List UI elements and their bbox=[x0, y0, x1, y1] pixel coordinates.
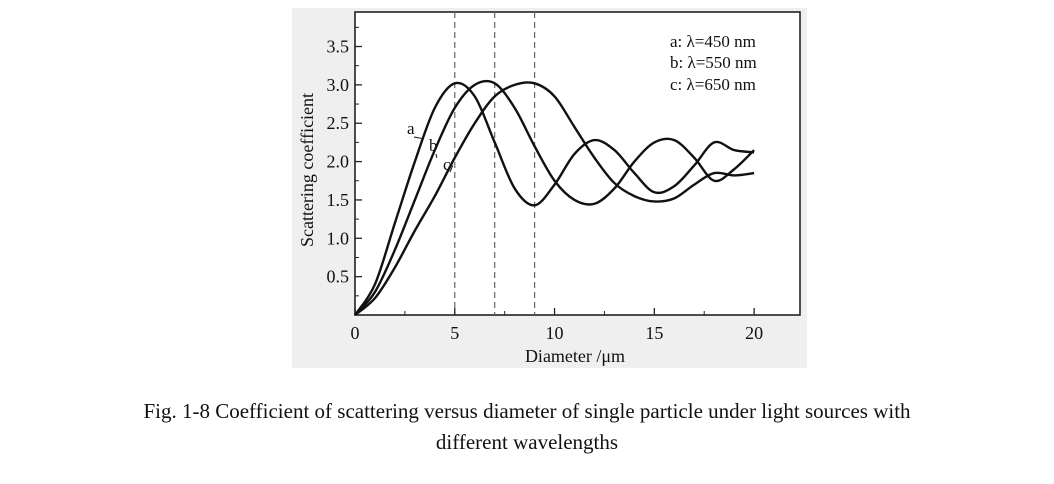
series-line-a bbox=[353, 81, 755, 316]
y-tick-label-1: 1.0 bbox=[327, 228, 350, 248]
legend-entry-c: c: λ=650 nm bbox=[670, 75, 756, 94]
caption-line-1: Fig. 1-8 Coefficient of scattering versu… bbox=[143, 399, 911, 423]
y-tick-label-6: 3.5 bbox=[327, 37, 350, 57]
y-axis-label: Scattering coefficient bbox=[297, 93, 317, 247]
legend-entry-b: b: λ=550 nm bbox=[670, 53, 757, 72]
series-line-c bbox=[354, 81, 755, 316]
x-tick-label-1: 5 bbox=[450, 323, 459, 343]
x-tick-label-2: 10 bbox=[546, 323, 564, 343]
series-label-c: c bbox=[443, 155, 451, 174]
chart-panel: 0 5 10 15 20 0.5 1.0 1.5 2.0 2.5 3.0 3.5 Scattering… bbox=[292, 8, 807, 368]
y-tick-label-5: 3.0 bbox=[327, 75, 350, 95]
series-label-a: a bbox=[407, 119, 415, 138]
x-axis-label: Diameter /μm bbox=[525, 346, 625, 366]
x-tick-label-0: 0 bbox=[351, 323, 360, 343]
x-tick-label-4: 20 bbox=[745, 323, 763, 343]
caption-line-2: different wavelengths bbox=[435, 430, 619, 454]
figure-caption: Fig. 1-8 Coefficient of scattering versu… bbox=[0, 396, 1054, 458]
series-leader-2 bbox=[449, 165, 454, 173]
series-leader-1 bbox=[435, 153, 438, 158]
y-tick-label-3: 2.0 bbox=[327, 152, 350, 172]
y-tick-label-4: 2.5 bbox=[327, 113, 350, 133]
series-label-b: b bbox=[429, 136, 438, 155]
legend-entry-a: a: λ=450 nm bbox=[670, 32, 756, 51]
y-tick-label-2: 1.5 bbox=[327, 190, 350, 210]
series-line-b bbox=[354, 79, 755, 316]
y-tick-label-0: 0.5 bbox=[327, 267, 350, 287]
x-tick-label-3: 15 bbox=[645, 323, 663, 343]
series-leader-0 bbox=[413, 136, 423, 140]
scattering-chart: 0 5 10 15 20 0.5 1.0 1.5 2.0 2.5 3.0 3.5 Scattering… bbox=[297, 11, 801, 366]
